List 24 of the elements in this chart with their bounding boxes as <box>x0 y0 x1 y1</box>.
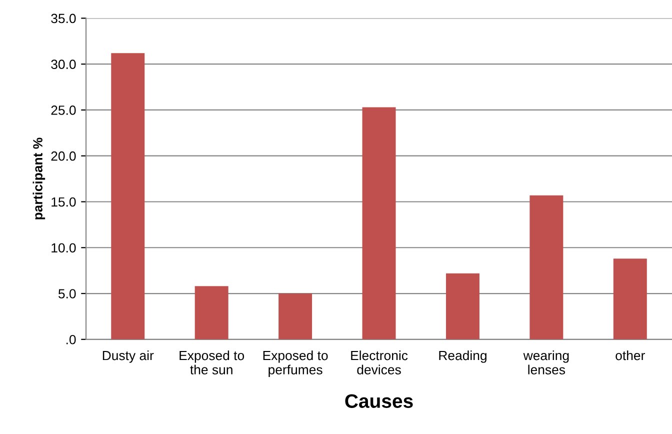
bar <box>446 273 480 340</box>
y-tick-label: 10.0 <box>52 243 76 253</box>
bar <box>362 107 396 340</box>
y-tick-label: 20.0 <box>51 151 76 161</box>
y-tick-label: 5.0 <box>58 289 76 298</box>
bar <box>530 195 564 340</box>
x-tick-label: Exposed to the sun <box>180 350 244 374</box>
x-tick-label: wearing lenses <box>523 350 569 374</box>
x-tick-label: other <box>616 350 645 360</box>
x-tick-label: Reading <box>439 350 486 363</box>
x-axis-title: Causes <box>345 394 413 408</box>
y-axis-title: participant % <box>32 138 46 220</box>
x-tick-label: Electronic devices <box>351 350 408 374</box>
y-tick-label: 35.0 <box>51 14 76 24</box>
bar <box>194 286 228 340</box>
x-tick-label: Exposed to perfumes <box>263 350 328 378</box>
y-tick-label: 25.0 <box>51 106 76 115</box>
y-tick-label: 30.0 <box>51 60 76 70</box>
bar <box>278 294 312 340</box>
x-tick-label: Dusty air <box>102 350 154 363</box>
bar <box>613 258 647 340</box>
y-tick-label: .0 <box>66 334 76 344</box>
bar <box>111 53 145 340</box>
y-tick-label: 15.0 <box>52 197 76 207</box>
